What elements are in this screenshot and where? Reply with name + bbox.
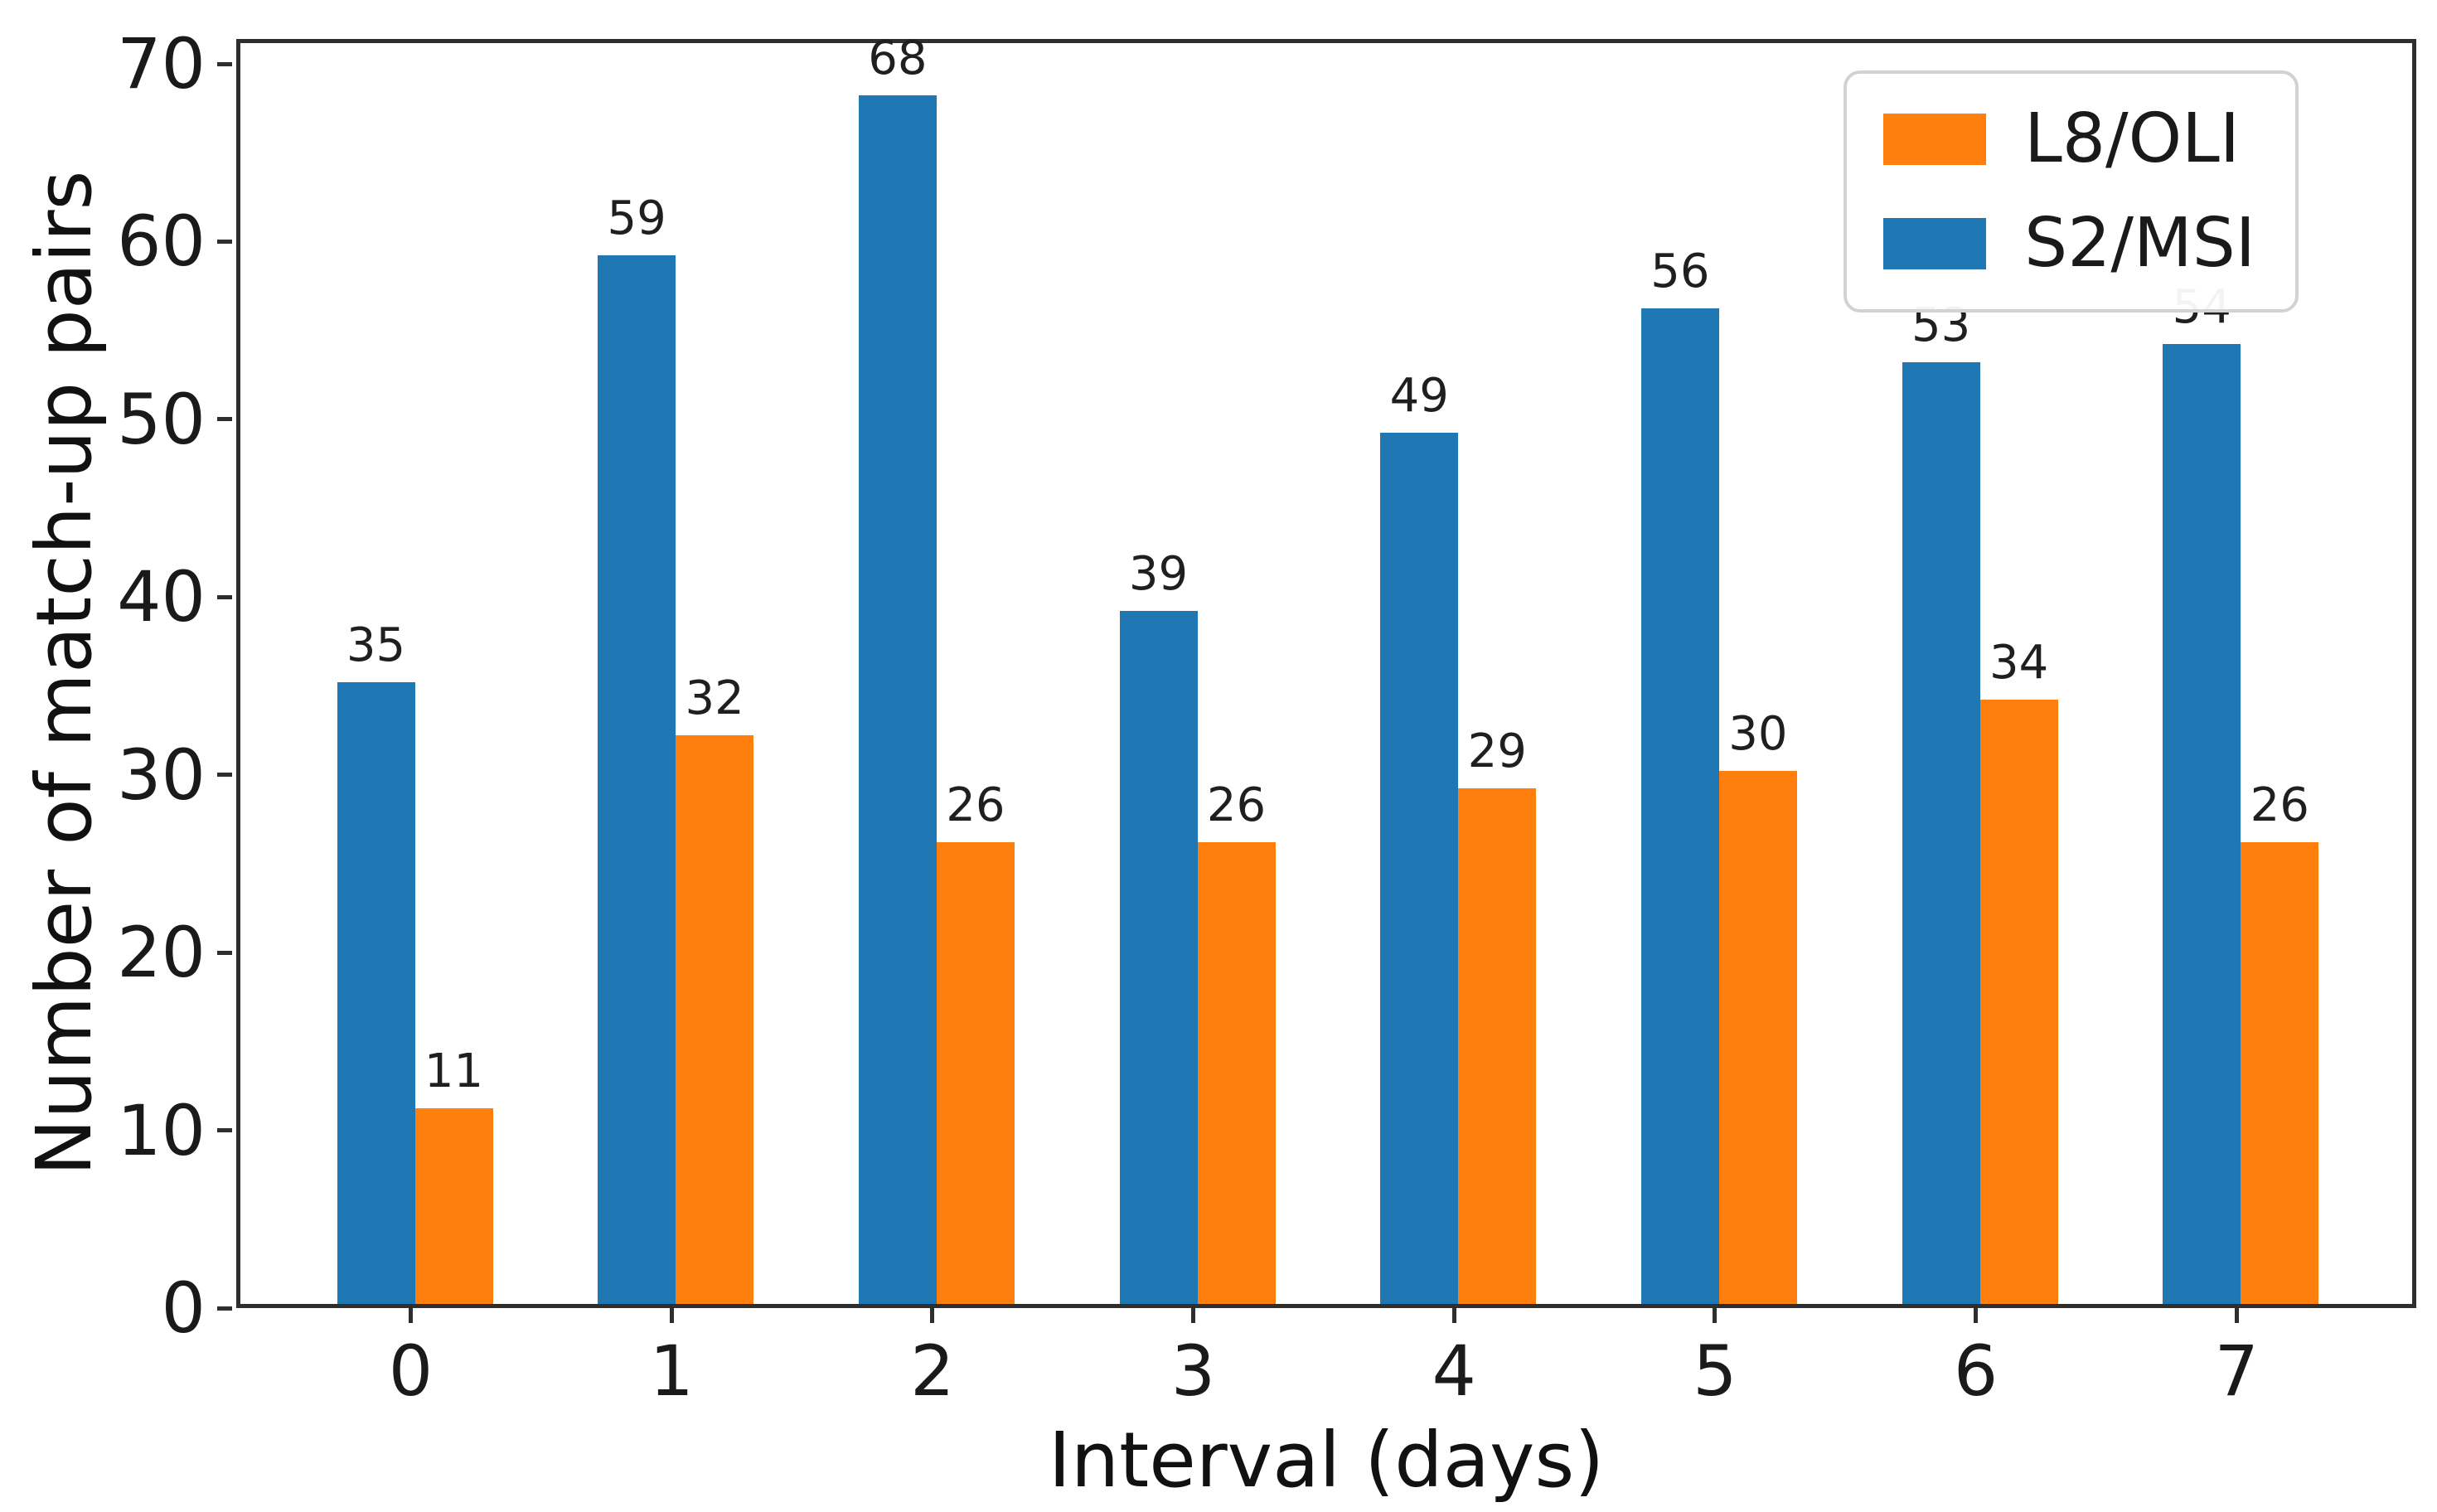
bar-value-label: 32 — [685, 671, 744, 725]
x-tick-mark — [1713, 1308, 1718, 1323]
legend-swatch — [1883, 114, 1987, 165]
y-tick-label: 60 — [117, 201, 206, 283]
y-tick-mark — [217, 594, 232, 599]
legend-label: S2/MSI — [2024, 204, 2255, 283]
legend-swatch — [1883, 218, 1987, 269]
bar-s2msi-1 — [598, 254, 676, 1304]
x-tick-label: 3 — [1170, 1330, 1216, 1412]
bar-value-label: 26 — [2250, 778, 2309, 832]
y-tick-label: 0 — [161, 1267, 206, 1349]
x-tick-label: 1 — [649, 1330, 694, 1412]
x-tick-label: 2 — [910, 1330, 955, 1412]
x-tick-mark — [1974, 1308, 1979, 1323]
bar-l8oli-4 — [1458, 788, 1537, 1304]
bar-value-label: 34 — [1989, 635, 2049, 690]
bar-s2msi-6 — [1902, 361, 1980, 1304]
bar-value-label: 26 — [946, 778, 1005, 832]
y-tick-mark — [217, 61, 232, 66]
y-tick-mark — [217, 1128, 232, 1133]
legend-label: L8/OLI — [2024, 99, 2241, 178]
x-tick-label: 5 — [1693, 1330, 1737, 1412]
y-tick-label: 30 — [117, 734, 206, 816]
x-tick-label: 4 — [1432, 1330, 1476, 1412]
y-tick-mark — [217, 239, 232, 244]
y-tick-mark — [217, 417, 232, 422]
bar-s2msi-0 — [337, 681, 415, 1304]
bar-l8oli-5 — [1718, 770, 1797, 1304]
legend-item-s2msi: S2/MSI — [1883, 210, 2255, 278]
bar-value-label: 68 — [868, 31, 928, 85]
bar-l8oli-7 — [2241, 841, 2319, 1304]
x-tick-label: 7 — [2214, 1330, 2259, 1412]
bar-value-label: 11 — [424, 1044, 484, 1099]
x-tick-mark — [669, 1308, 674, 1323]
bar-value-label: 49 — [1389, 369, 1449, 424]
bar-value-label: 56 — [1650, 245, 1710, 299]
bar-s2msi-7 — [2163, 344, 2241, 1304]
x-tick-mark — [1451, 1308, 1456, 1323]
bar-s2msi-3 — [1119, 610, 1198, 1304]
bar-value-label: 35 — [346, 618, 406, 672]
x-tick-mark — [1191, 1308, 1196, 1323]
legend-item-l8oli: L8/OLI — [1883, 105, 2255, 173]
bar-s2msi-5 — [1640, 308, 1719, 1304]
bar-s2msi-2 — [858, 94, 937, 1304]
bar-l8oli-6 — [1979, 699, 2058, 1304]
y-tick-label: 50 — [117, 378, 206, 460]
bar-value-label: 29 — [1467, 724, 1527, 779]
bar-value-label: 59 — [607, 191, 666, 245]
bar-l8oli-0 — [414, 1108, 493, 1304]
bar-value-label: 39 — [1128, 546, 1189, 601]
y-tick-label: 40 — [117, 556, 206, 638]
y-tick-label: 20 — [117, 912, 206, 994]
y-tick-label: 70 — [117, 23, 206, 105]
y-tick-label: 10 — [117, 1089, 206, 1171]
bar-l8oli-3 — [1197, 841, 1276, 1304]
bar-value-label: 26 — [1206, 778, 1267, 832]
x-tick-mark — [930, 1308, 935, 1323]
x-tick-label: 0 — [388, 1330, 434, 1412]
y-axis-title: Number of match-up pairs — [20, 170, 109, 1176]
x-axis-title: Interval (days) — [1048, 1416, 1605, 1505]
bar-l8oli-1 — [676, 734, 754, 1304]
y-tick-mark — [217, 1306, 232, 1311]
legend: L8/OLI S2/MSI — [1843, 70, 2299, 313]
x-tick-label: 6 — [1953, 1330, 1999, 1412]
bar-s2msi-4 — [1380, 433, 1459, 1304]
y-tick-mark — [217, 950, 232, 955]
x-tick-mark — [409, 1308, 413, 1323]
bar-value-label: 30 — [1728, 706, 1788, 761]
y-tick-mark — [217, 773, 232, 778]
x-tick-mark — [2234, 1308, 2239, 1323]
bar-l8oli-2 — [936, 841, 1015, 1304]
